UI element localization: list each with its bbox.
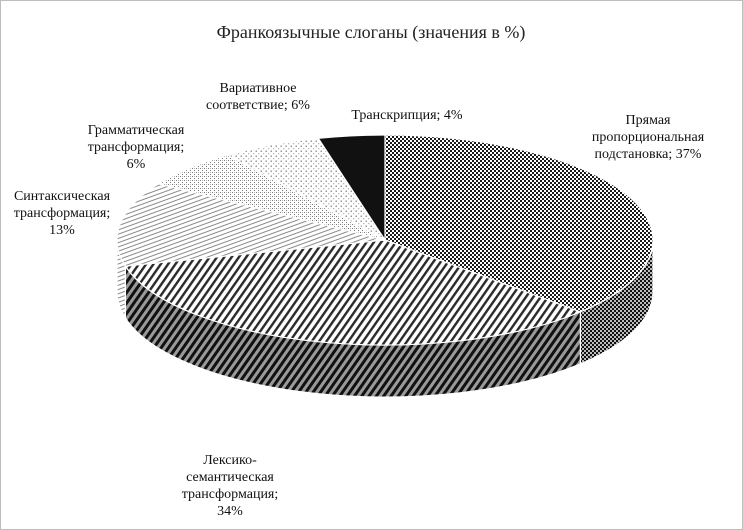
- pie-slice-5: [317, 134, 386, 243]
- slice-label-3: Грамматическая трансформация; 6%: [88, 123, 185, 172]
- slice-label-2: Синтаксическая трансформация; 13%: [14, 189, 111, 238]
- slice-label-4: Вариативное соответствие; 6%: [206, 81, 310, 113]
- slice-label-5: Транскрипция; 4%: [351, 108, 463, 123]
- pie-labels: Прямая пропорциональная подстановка; 37% Ле…: [14, 81, 705, 519]
- slice-label-1: Лексико-семантическая трансформация; 34%: [182, 453, 279, 519]
- chart-title: Франкоязычные слоганы (значения в %): [217, 22, 526, 43]
- pie-slices: [116, 134, 654, 346]
- pie-slice-2: [116, 183, 386, 267]
- pie-slice-0: [384, 134, 654, 313]
- pie-slice-1: [124, 239, 583, 346]
- slice-label-0: Прямая пропорциональная подстановка; 37%: [592, 113, 705, 162]
